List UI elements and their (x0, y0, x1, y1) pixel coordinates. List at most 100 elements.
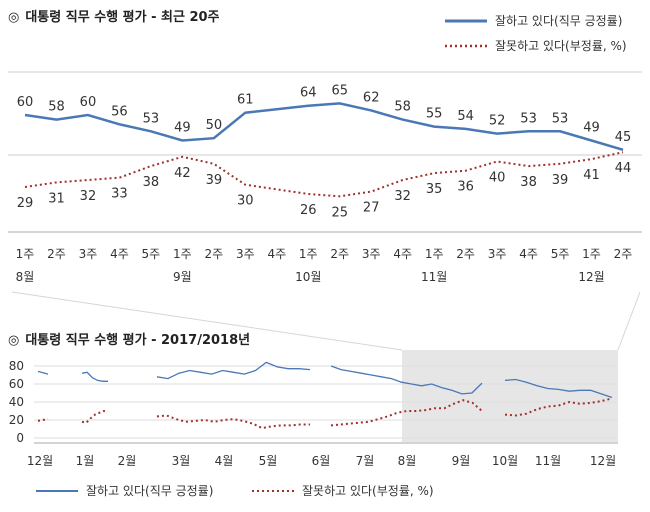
x-tick-label: 2주 (204, 247, 223, 261)
positive-data-label: 53 (143, 111, 160, 126)
bottom-legend-positive-label: 잘하고 있다(직무 긍정률) (86, 484, 214, 498)
x-tick-label: 3주 (488, 247, 507, 261)
month-tick-label: 4월 (215, 454, 234, 468)
top-title-bullet: ◎ (8, 10, 20, 25)
top-chart: 60 58 60 56 53 49 50 61 64 65 62 58 55 54 52 53 53 49 45 29… (8, 71, 642, 284)
positive-data-label: 49 (583, 121, 600, 136)
positive-data-label: 53 (552, 111, 569, 126)
month-tick-label: 5월 (259, 454, 278, 468)
x-tick-label: 1주 (299, 247, 318, 261)
y-tick-label: 0 (16, 431, 24, 445)
positive-data-label: 45 (615, 130, 632, 145)
negative-data-label: 25 (331, 205, 348, 220)
negative-data-label: 27 (363, 201, 380, 216)
y-tick-label: 80 (9, 359, 24, 373)
x-tick-label: 4주 (519, 247, 538, 261)
bottom-chart-title: ◎ 대통령 직무 수행 평가 - 2017/2018년 (8, 329, 250, 348)
negative-data-label: 32 (394, 189, 411, 204)
bottom-legend-positive: 잘하고 있다(직무 긍정률) (36, 482, 213, 499)
positive-data-label: 58 (394, 100, 411, 115)
y-tick-label: 60 (9, 377, 24, 391)
positive-data-label: 60 (80, 95, 97, 110)
negative-data-label: 44 (615, 161, 632, 176)
x-tick-label: 2주 (456, 247, 475, 261)
x-tick-label: 3주 (79, 247, 98, 261)
bottom-legend-negative: 잘못하고 있다(부정률, %) (252, 482, 434, 499)
positive-data-label: 56 (111, 104, 128, 119)
negative-data-label: 39 (206, 173, 223, 188)
positive-data-label: 62 (363, 90, 380, 105)
positive-data-label: 49 (174, 121, 191, 136)
positive-data-label: 65 (331, 83, 348, 98)
x-tick-label: 1주 (173, 247, 192, 261)
zoom-connector-line (11, 291, 403, 351)
negative-data-label: 41 (583, 168, 600, 183)
month-tick-label: 8월 (398, 454, 417, 468)
legend-dotted-line-icon (252, 489, 294, 492)
positive-segment-line (37, 370, 49, 375)
month-tick-label: 11월 (535, 454, 561, 468)
x-tick-label: 1주 (582, 247, 601, 261)
positive-data-label: 64 (300, 86, 317, 101)
y-tick-label: 20 (9, 413, 24, 427)
positive-data-label: 53 (520, 111, 537, 126)
negative-data-label: 38 (143, 175, 160, 190)
positive-data-label: 60 (17, 95, 34, 110)
y-tick-label: 40 (9, 395, 24, 409)
top-legend-positive: 잘하고 있다(직무 긍정률) (445, 12, 622, 29)
month-tick-label: 7월 (356, 454, 375, 468)
top-title-text: 대통령 직무 수행 평가 - 최근 20주 (25, 10, 220, 25)
negative-segment-line (37, 418, 49, 422)
positive-data-label: 50 (206, 118, 223, 133)
negative-data-label: 30 (237, 194, 254, 209)
positive-data-label: 55 (426, 107, 443, 122)
x-tick-label: 2주 (614, 247, 633, 261)
x-tick-label: 4주 (393, 247, 412, 261)
top-chart-title: ◎ 대통령 직무 수행 평가 - 최근 20주 (8, 6, 220, 25)
month-tick-label: 10월 (492, 454, 518, 468)
month-tick-label: 6월 (312, 454, 331, 468)
bottom-title-text: 대통령 직무 수행 평가 - 2017/2018년 (25, 333, 251, 348)
month-label: 9월 (173, 270, 192, 284)
month-label: 11월 (421, 270, 447, 284)
x-tick-label: 2주 (47, 247, 66, 261)
negative-data-label: 31 (48, 191, 65, 206)
negative-segment-line (81, 409, 109, 424)
positive-segment-line (504, 378, 613, 399)
positive-segment-line (156, 361, 311, 380)
positive-data-label: 52 (489, 114, 506, 129)
negative-series-line (24, 151, 624, 198)
negative-data-label: 36 (457, 180, 474, 195)
x-tick-label: 3주 (236, 247, 255, 261)
negative-data-label: 39 (552, 173, 569, 188)
x-tick-label: 4주 (267, 247, 286, 261)
positive-data-label: 58 (48, 100, 65, 115)
negative-segment-line (330, 399, 483, 427)
negative-segment-line (156, 414, 310, 430)
month-tick-label: 3월 (172, 454, 191, 468)
month-tick-label: 1월 (76, 454, 95, 468)
x-tick-label: 5주 (142, 247, 161, 261)
negative-data-label: 35 (426, 182, 443, 197)
month-tick-label: 2월 (118, 454, 137, 468)
zoom-connector-line (617, 291, 641, 351)
month-tick-label: 12월 (590, 454, 616, 468)
x-tick-label: 2주 (330, 247, 349, 261)
bottom-title-bullet: ◎ (8, 333, 20, 348)
top-legend-positive-label: 잘하고 있다(직무 긍정률) (495, 14, 623, 28)
positive-data-label: 61 (237, 93, 254, 108)
negative-data-label: 26 (300, 203, 317, 218)
negative-data-label: 33 (111, 187, 128, 202)
negative-data-label: 38 (520, 175, 537, 190)
highlight-region (402, 350, 618, 442)
negative-data-label: 42 (174, 166, 191, 181)
positive-segment-line (81, 371, 108, 382)
top-legend-negative: 잘못하고 있다(부정률, %) (445, 37, 627, 54)
positive-data-label: 54 (457, 109, 474, 124)
negative-data-label: 29 (17, 196, 34, 211)
legend-solid-line-icon (36, 489, 78, 492)
legend-dotted-line-icon (445, 44, 487, 47)
negative-data-label: 40 (489, 170, 506, 185)
positive-series-line (24, 102, 624, 151)
